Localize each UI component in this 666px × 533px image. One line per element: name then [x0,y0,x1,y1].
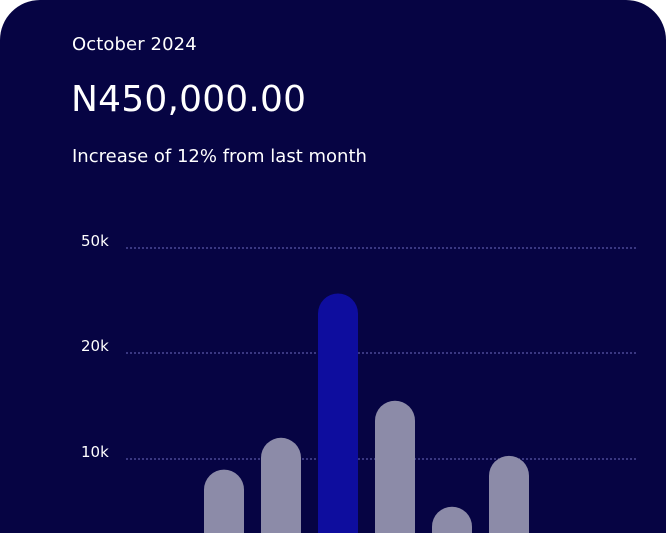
y-tick-label: 50k [81,232,109,250]
period-label: October 2024 [72,34,197,55]
bar[interactable] [432,506,472,533]
y-tick-label: 10k [81,443,109,461]
bar[interactable] [375,400,415,533]
bar[interactable] [261,437,301,533]
y-tick-label: 20k [81,337,109,355]
bar[interactable] [204,469,244,533]
total-amount: N450,000.00 [71,79,307,120]
change-text: Increase of 12% from last month [72,146,367,167]
bar-highlighted[interactable] [318,293,358,533]
bar[interactable] [489,455,529,533]
